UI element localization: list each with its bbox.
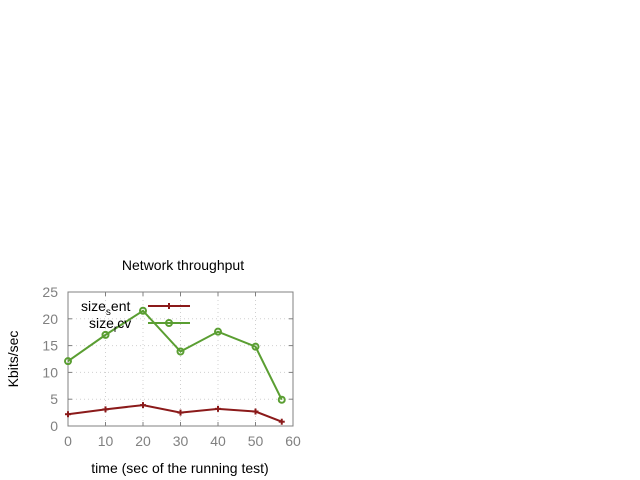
data-point-ent	[215, 405, 221, 412]
data-point-ent	[278, 418, 285, 425]
data-point-cv	[176, 347, 185, 356]
y-tick-label: 20	[42, 311, 58, 327]
legend-point-cv	[165, 319, 173, 327]
x-tick-label: 40	[210, 433, 226, 449]
legend-marker-rcv	[165, 319, 173, 327]
y-tick-label: 25	[42, 284, 58, 300]
x-tick-label: 50	[248, 433, 264, 449]
x-tick-label: 20	[135, 433, 151, 449]
x-tick-label: 10	[98, 433, 114, 449]
legend-label-sent-main: size	[81, 298, 106, 314]
data-point-ent	[177, 409, 184, 416]
series-layer	[64, 306, 286, 425]
x-axis-ticks: 0 10 20 30 40 50 60	[64, 292, 301, 449]
y-tick-label: 5	[50, 391, 58, 407]
y-tick-label: 10	[42, 364, 58, 380]
legend-entry-sent: sizesent	[81, 298, 190, 318]
data-point-ent	[102, 406, 109, 413]
legend-label-rcv-sub: r	[114, 324, 118, 335]
legend-label-rcv-main: size	[89, 315, 114, 331]
series-line-cv	[67, 309, 283, 401]
legend-entry-rcv: sizercv	[89, 315, 190, 335]
y-tick-label: 15	[42, 338, 58, 354]
x-tick-label: 30	[173, 433, 189, 449]
x-axis-label: time (sec of the running test)	[91, 460, 268, 476]
data-point-ent	[252, 408, 259, 415]
legend: sizesent sizercv	[81, 298, 190, 335]
legend-marker-sent	[166, 303, 172, 309]
legend-label-rcv-rest: cv	[117, 315, 131, 331]
data-point-ent	[140, 402, 146, 409]
data-point-cv	[139, 306, 147, 315]
x-tick-label: 60	[285, 433, 301, 449]
legend-point-ent	[166, 303, 172, 309]
data-point-ent	[65, 411, 71, 418]
data-point-cv	[251, 342, 260, 351]
legend-label-rcv: sizercv	[89, 315, 131, 335]
y-tick-label: 0	[50, 418, 58, 434]
data-point-cv	[64, 357, 72, 366]
legend-label-sent-sub: s	[106, 307, 111, 318]
y-axis-label: Kbits/sec	[5, 331, 21, 388]
legend-label-sent: sizesent	[81, 298, 130, 318]
series-ent	[65, 402, 285, 425]
grid-lines	[68, 292, 293, 426]
data-point-cv	[101, 330, 110, 339]
legend-label-sent-rest: ent	[111, 298, 131, 314]
chart-title: Network throughput	[122, 257, 244, 273]
x-tick-label: 0	[64, 433, 72, 449]
series-line-ent	[67, 404, 283, 423]
data-point-cv	[277, 395, 286, 404]
y-axis-ticks: 0 5 10 15 20 25	[42, 284, 293, 434]
data-point-cv	[214, 327, 222, 336]
series-cv	[64, 306, 286, 404]
